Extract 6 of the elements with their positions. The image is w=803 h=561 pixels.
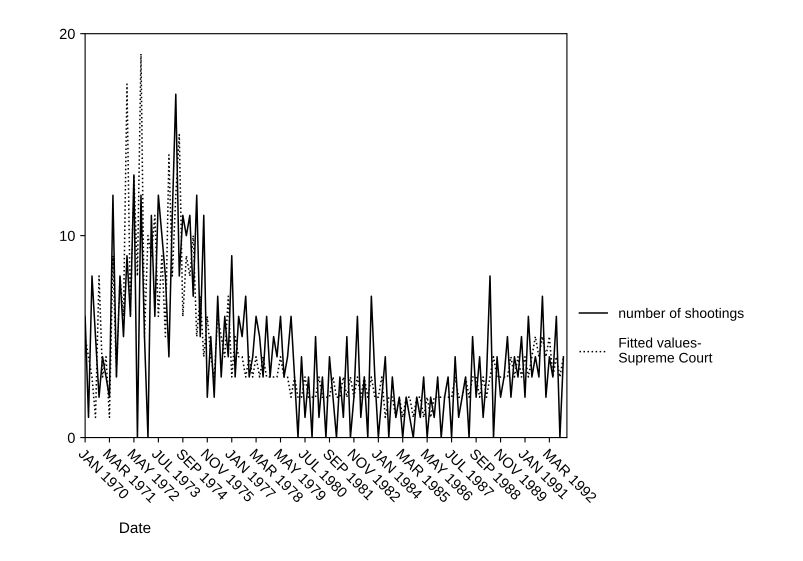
y-tick-label: 10 bbox=[60, 230, 75, 242]
legend-label: number of shootings bbox=[619, 308, 744, 321]
legend-label: Fitted values- Supreme Court bbox=[618, 337, 712, 366]
x-axis-title: Date bbox=[120, 522, 150, 534]
y-tick-label: 0 bbox=[68, 432, 75, 444]
y-tick-label: 20 bbox=[60, 28, 75, 40]
